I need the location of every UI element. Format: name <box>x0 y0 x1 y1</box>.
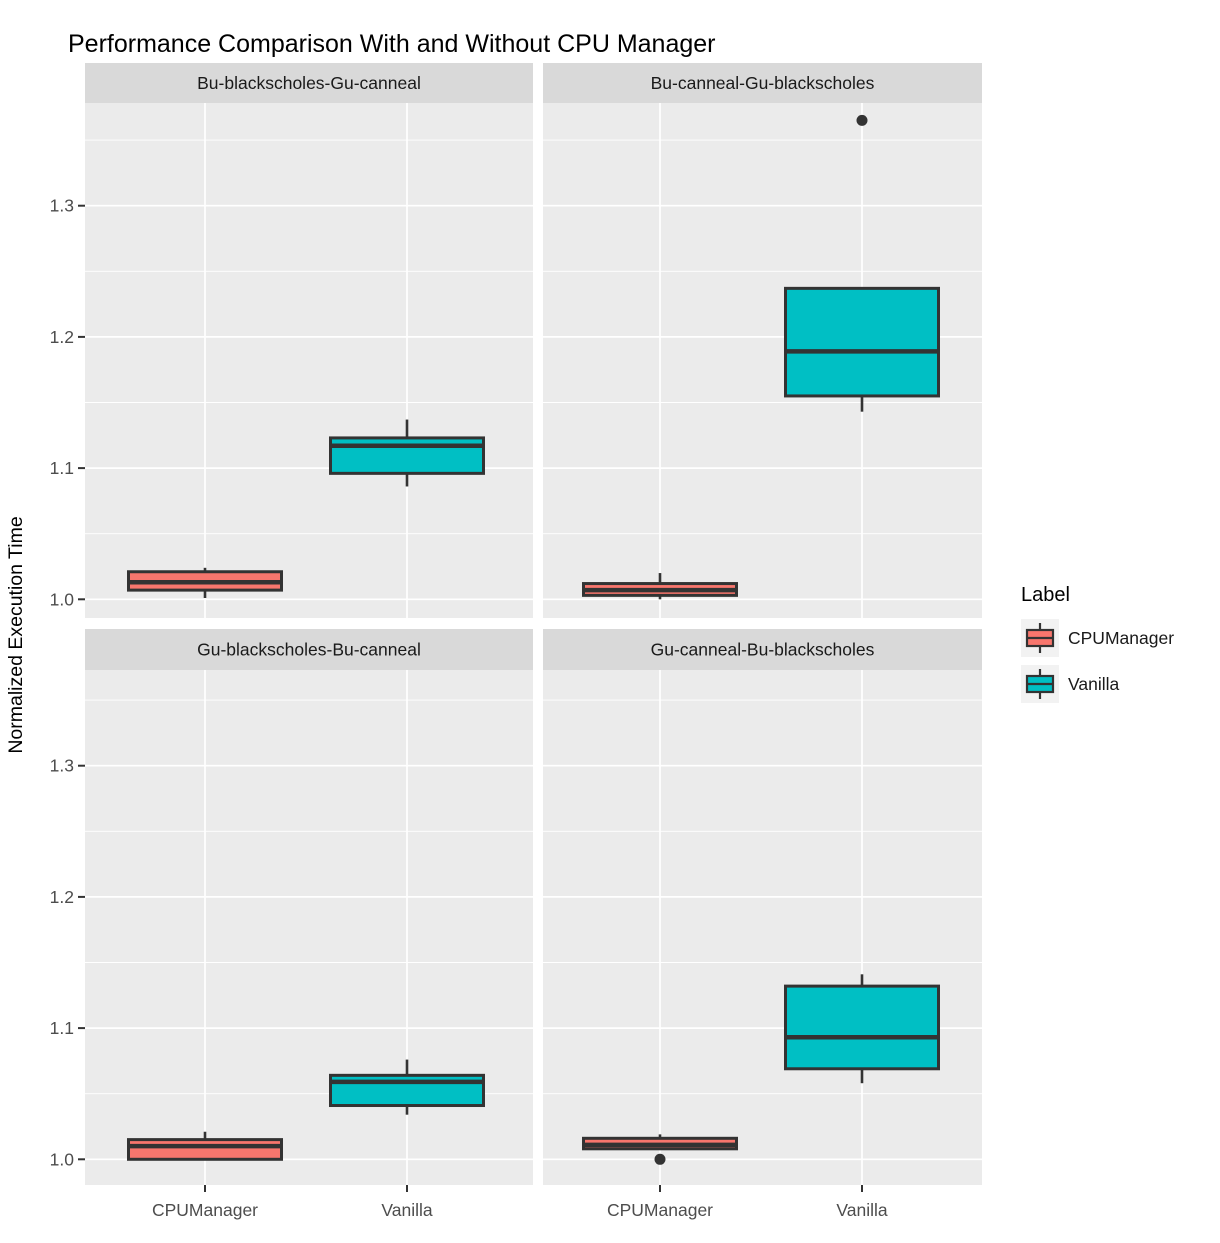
box-body <box>784 984 940 1071</box>
facet-Gu-canneal-Bu-blackscholes: Gu-canneal-Bu-blackscholes <box>543 629 982 1185</box>
legend-key-label: CPUManager <box>1068 628 1174 648</box>
y-tick-label: 1.0 <box>50 589 75 609</box>
facet-panels: Bu-blackscholes-Gu-canneal Bu-canneal-Gu-… <box>85 63 982 1185</box>
box-CPUManager <box>582 573 738 600</box>
facet-Bu-canneal-Gu-blackscholes: Bu-canneal-Gu-blackscholes <box>543 63 982 618</box>
box-CPUManager <box>127 567 283 598</box>
facet-strip <box>85 629 533 670</box>
x-tick-label: CPUManager <box>152 1200 258 1220</box>
box-CPUManager <box>582 1134 738 1165</box>
x-tick-label: CPUManager <box>607 1200 713 1220</box>
facet-strip <box>543 63 982 103</box>
facet-strip <box>85 63 533 103</box>
y-tick-label: 1.2 <box>50 887 74 907</box>
x-tick-label: Vanilla <box>381 1200 433 1220</box>
chart-title: Performance Comparison With and Without … <box>68 30 716 58</box>
legend-key-label: Vanilla <box>1068 674 1120 694</box>
box-body <box>784 286 940 398</box>
facet-strip-label: Gu-blackscholes-Bu-canneal <box>197 640 421 660</box>
facet-Bu-blackscholes-Gu-canneal: Bu-blackscholes-Gu-canneal <box>85 63 533 618</box>
facet-strip-label: Gu-canneal-Bu-blackscholes <box>651 640 875 660</box>
y-tick-label: 1.0 <box>50 1149 75 1169</box>
legend-key-Vanilla: Vanilla <box>1021 665 1120 703</box>
box-Vanilla <box>784 114 940 412</box>
y-tick-label: 1.1 <box>50 1018 74 1038</box>
y-tick-label: 1.1 <box>50 458 74 478</box>
x-tick-label: Vanilla <box>836 1200 888 1220</box>
panel-background <box>85 103 533 618</box>
panel-background <box>85 670 533 1185</box>
facet-strip <box>543 629 982 670</box>
box-body <box>127 1138 283 1161</box>
outlier-point <box>654 1153 666 1165</box>
legend: Label CPUManager Vanilla <box>1021 584 1174 703</box>
panel-background <box>543 670 982 1185</box>
legend-title: Label <box>1021 584 1070 606</box>
facet-strip-label: Bu-blackscholes-Gu-canneal <box>197 73 421 93</box>
box-body <box>329 436 485 475</box>
facet-Gu-blackscholes-Bu-canneal: Gu-blackscholes-Bu-canneal <box>85 629 533 1185</box>
legend-key-CPUManager: CPUManager <box>1021 619 1174 657</box>
axes: 1.0 1.1 1.2 1.3 1.0 1.1 1.2 1.3 CPUManager Vanill… <box>50 196 888 1220</box>
y-axis-title: Normalized Execution Time <box>5 516 27 753</box>
y-tick-label: 1.2 <box>50 327 74 347</box>
y-tick-label: 1.3 <box>50 756 74 776</box>
box-CPUManager <box>127 1131 283 1161</box>
outlier-point <box>856 114 868 126</box>
box-Vanilla <box>329 419 485 487</box>
box-Vanilla <box>784 974 940 1084</box>
facet-strip-label: Bu-canneal-Gu-blackscholes <box>651 73 875 93</box>
y-tick-label: 1.3 <box>50 196 74 216</box>
box-Vanilla <box>329 1059 485 1115</box>
